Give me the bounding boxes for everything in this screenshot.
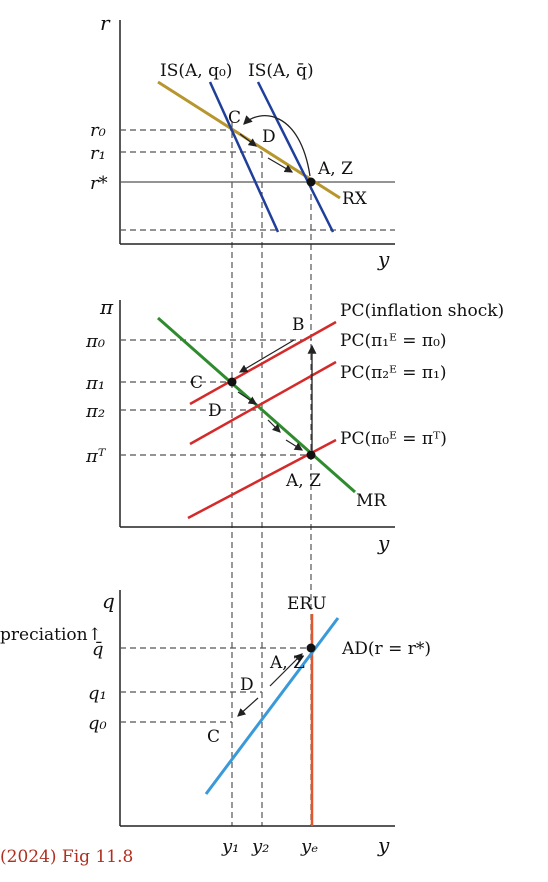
bot-label-az: A, Z: [269, 653, 305, 673]
bot-x-axis-label: y: [377, 833, 390, 857]
ad-line: [204, 617, 340, 795]
bot-label-d: D: [240, 675, 254, 695]
tick-q0: q₀: [88, 713, 107, 734]
pc0-label: PC(π₀ᴱ = πᵀ): [340, 429, 447, 449]
mid-path-arrow-3: [285, 439, 304, 451]
ad-label: AD(r = r*): [341, 639, 431, 659]
x-tick-ye: yₑ: [300, 836, 318, 857]
tick-rstar: r*: [90, 173, 108, 194]
depreciation-label: preciation↑: [0, 625, 102, 645]
top-h-guides: [120, 129, 395, 231]
top-label-d: D: [262, 127, 276, 147]
tick-piT: πᵀ: [85, 446, 107, 467]
bot-point-az: [306, 643, 316, 653]
pc-shock-line: [189, 320, 337, 406]
is-q0-label: IS(A, q₀): [160, 61, 232, 81]
panel-mid: π y π₀ π₁ π₂ πᵀ PC(inflation shock) PC(π…: [85, 295, 504, 555]
rx-label: RX: [342, 189, 368, 209]
tick-qbar: q̄: [92, 639, 104, 660]
panel-bot: q y preciation↑ q̄ q₁ q₀ ERU AD(r = r*) …: [0, 589, 431, 857]
bot-h-guides: [120, 647, 311, 723]
top-label-az: A, Z: [317, 159, 353, 179]
top-curved-arrow: [243, 115, 311, 177]
top-path-arrow-1: [239, 133, 257, 147]
mid-point-c: [227, 377, 237, 387]
panel-top: r y r₀ r₁ r* IS(A, q₀) IS(A, q̄) RX C D …: [90, 11, 395, 271]
mid-point-az: [306, 450, 316, 460]
mid-x-axis-label: y: [377, 531, 390, 555]
mid-y-axis-label: π: [99, 295, 114, 319]
bot-label-c: C: [207, 727, 220, 747]
top-path-arrow-2: [267, 157, 294, 173]
mid-label-c: C: [190, 373, 203, 393]
tick-pi2: π₂: [85, 401, 105, 422]
bot-path-arrow-1: [269, 653, 303, 687]
mid-path-arrow-2: [267, 419, 281, 433]
mid-h-guides: [120, 339, 312, 456]
bot-path-arrow-2: [237, 697, 259, 717]
is-qbar-label: IS(A, q̄): [248, 61, 314, 81]
eru-label: ERU: [287, 594, 327, 614]
top-label-c: C: [228, 108, 241, 128]
mr-label: MR: [356, 491, 387, 511]
tick-r1: r₁: [90, 143, 106, 164]
is-q0-line: [208, 81, 280, 233]
source-note: (2024) Fig 11.8: [0, 847, 133, 867]
top-x-axis-label: y: [377, 247, 390, 271]
pc1-label: PC(π₁ᴱ = π₀): [340, 331, 447, 351]
mr-line: [157, 316, 356, 494]
is-qbar-line: [256, 81, 335, 233]
top-point-az: [306, 177, 316, 187]
tick-pi1: π₁: [85, 373, 105, 394]
pc2-label: PC(π₂ᴱ = π₁): [340, 363, 447, 383]
x-tick-y2: y₂: [251, 836, 269, 857]
mid-label-b: B: [292, 315, 305, 335]
pc-shock-label: PC(inflation shock): [340, 301, 504, 321]
top-y-axis-label: r: [100, 11, 111, 35]
x-tick-y1: y₁: [221, 836, 239, 857]
tick-pi0: π₀: [85, 331, 105, 352]
tick-r0: r₀: [90, 120, 106, 141]
mid-path-arrow-1: [237, 391, 257, 405]
tick-q1: q₁: [88, 683, 107, 704]
bot-y-axis-label: q: [102, 589, 115, 613]
mid-label-az: A, Z: [285, 471, 321, 491]
mid-label-d: D: [208, 401, 222, 421]
mid-b-to-c-arrow: [238, 339, 295, 373]
